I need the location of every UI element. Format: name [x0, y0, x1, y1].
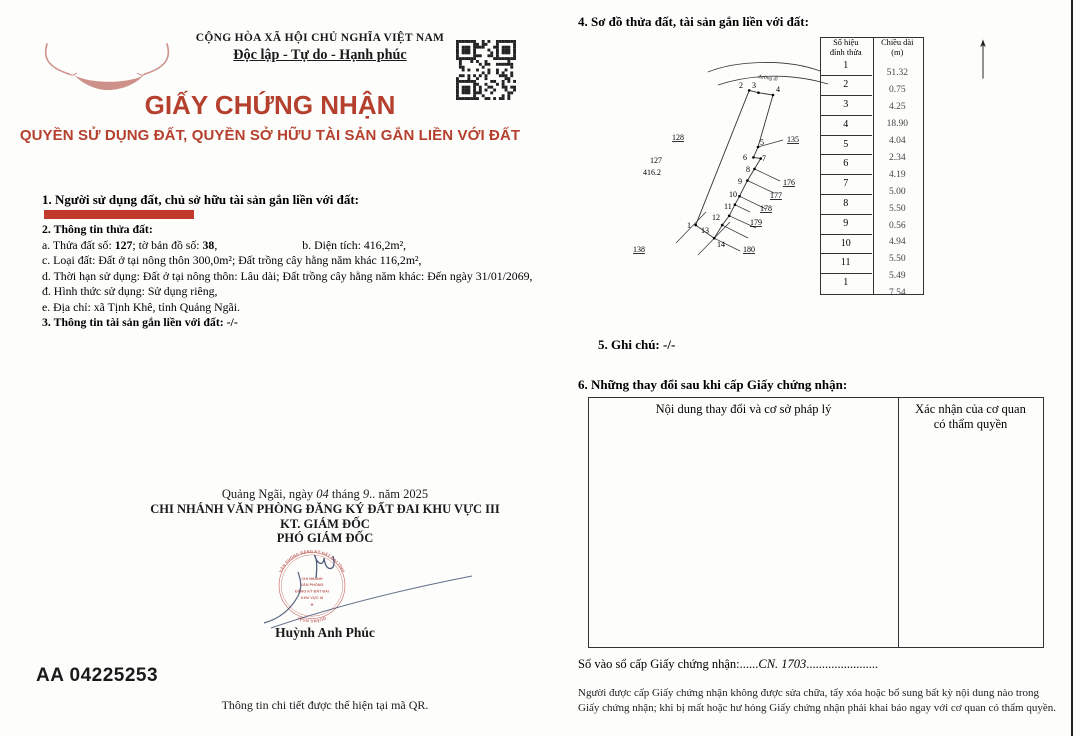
- svg-text:đường đi: đường đi: [758, 74, 779, 83]
- svg-text:138: 138: [633, 245, 645, 254]
- svg-text:4: 4: [776, 85, 780, 94]
- svg-text:128: 128: [672, 133, 684, 142]
- svg-text:176: 176: [783, 178, 795, 187]
- svg-text:ĐĂNG KÝ ĐẤT ĐAI: ĐĂNG KÝ ĐẤT ĐAI: [295, 588, 329, 593]
- svg-text:★: ★: [310, 602, 314, 607]
- svg-text:11: 11: [724, 202, 732, 211]
- svg-text:CHI NHÁNH: CHI NHÁNH: [301, 576, 323, 581]
- svg-text:3: 3: [752, 81, 756, 90]
- svg-text:12: 12: [712, 213, 720, 222]
- svg-text:135: 135: [787, 135, 799, 144]
- svg-text:KHU VỰC III: KHU VỰC III: [301, 596, 323, 600]
- svg-text:6: 6: [743, 153, 747, 162]
- svg-text:177: 177: [770, 191, 782, 200]
- svg-text:10: 10: [729, 190, 737, 199]
- svg-text:180: 180: [743, 245, 755, 254]
- svg-text:7: 7: [762, 154, 766, 163]
- svg-text:QUẢNG NGÃI: QUẢNG NGÃI: [297, 616, 327, 624]
- svg-text:127: 127: [650, 156, 662, 165]
- svg-text:14: 14: [717, 240, 725, 249]
- svg-text:VĂN PHÒNG: VĂN PHÒNG: [301, 582, 324, 587]
- svg-text:8: 8: [746, 165, 750, 174]
- svg-text:178: 178: [760, 204, 772, 213]
- svg-text:416.2: 416.2: [643, 168, 661, 177]
- svg-text:2: 2: [739, 81, 743, 90]
- svg-text:1: 1: [687, 221, 691, 230]
- svg-text:5: 5: [760, 138, 764, 147]
- svg-text:13: 13: [701, 226, 709, 235]
- svg-text:9: 9: [738, 177, 742, 186]
- svg-text:VĂN PHÒNG ĐĂNG KÝ ĐẤT ĐAI TỈNH: VĂN PHÒNG ĐĂNG KÝ ĐẤT ĐAI TỈNH: [278, 549, 346, 574]
- svg-text:179: 179: [750, 218, 762, 227]
